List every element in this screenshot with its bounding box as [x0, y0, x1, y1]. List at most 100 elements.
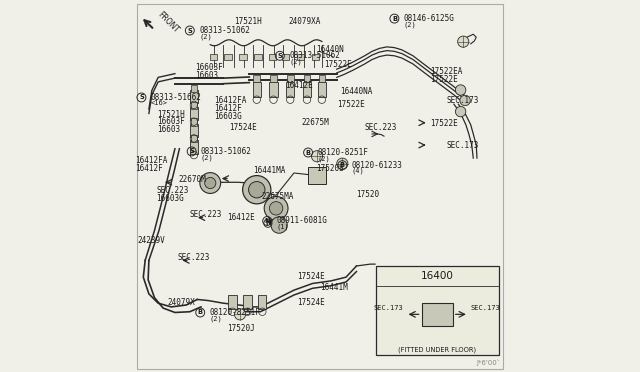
Bar — [253, 75, 260, 82]
Text: 17524E: 17524E — [297, 272, 324, 280]
Circle shape — [337, 158, 348, 169]
Text: 24079XA: 24079XA — [289, 17, 321, 26]
Text: 16603F: 16603F — [195, 63, 222, 72]
Text: 17524E: 17524E — [297, 298, 324, 307]
Text: B: B — [305, 150, 310, 155]
Text: 16603G: 16603G — [214, 112, 242, 121]
Bar — [270, 75, 277, 82]
Bar — [286, 82, 294, 97]
Text: 17520: 17520 — [356, 190, 380, 199]
Text: S: S — [189, 148, 194, 154]
Text: SEC.223: SEC.223 — [178, 253, 211, 262]
Text: 16603G: 16603G — [156, 194, 184, 203]
Text: 16412E: 16412E — [285, 81, 312, 90]
Bar — [190, 90, 198, 103]
Circle shape — [456, 85, 466, 95]
Text: (2): (2) — [289, 58, 302, 65]
Text: B: B — [340, 162, 345, 168]
Bar — [243, 295, 252, 309]
Text: 08120-61233: 08120-61233 — [351, 161, 403, 170]
Text: (2): (2) — [201, 154, 214, 161]
Circle shape — [264, 196, 288, 220]
Bar — [209, 54, 217, 60]
Bar — [190, 124, 198, 137]
Text: 16440N: 16440N — [316, 45, 344, 54]
Text: 08911-6081G: 08911-6081G — [276, 217, 327, 225]
Text: 17524E: 17524E — [229, 124, 257, 132]
Text: (4): (4) — [351, 168, 364, 174]
Bar — [191, 118, 197, 126]
Text: S: S — [188, 28, 192, 33]
Bar — [303, 75, 310, 82]
Text: 17522E: 17522E — [429, 119, 458, 128]
Text: 08313-51062: 08313-51062 — [289, 51, 340, 60]
Circle shape — [269, 202, 283, 215]
Text: 22675M: 22675M — [301, 118, 329, 127]
Text: 17521H: 17521H — [234, 17, 262, 26]
Text: N: N — [265, 220, 271, 226]
Circle shape — [456, 106, 466, 117]
Bar — [225, 54, 232, 60]
Text: B: B — [392, 16, 397, 22]
Text: 16440NA: 16440NA — [340, 87, 373, 96]
Text: 22670M: 22670M — [179, 175, 206, 184]
Bar — [297, 54, 305, 60]
Text: (2): (2) — [209, 315, 222, 322]
Text: <16>: <16> — [151, 100, 168, 106]
Bar — [269, 82, 278, 97]
Text: 08313-51062: 08313-51062 — [201, 147, 252, 156]
Text: 16441MA: 16441MA — [253, 166, 285, 174]
Circle shape — [312, 151, 323, 162]
Text: S: S — [278, 53, 282, 59]
Text: (2): (2) — [199, 33, 212, 40]
Text: 24079X: 24079X — [168, 298, 195, 307]
Bar — [191, 85, 197, 92]
Text: 08313-51662: 08313-51662 — [151, 93, 202, 102]
Bar — [228, 295, 237, 309]
Bar — [253, 82, 261, 97]
Text: SEC.173: SEC.173 — [447, 96, 479, 105]
Bar — [312, 54, 319, 60]
Text: 17520J: 17520J — [227, 324, 255, 333]
Text: S: S — [139, 94, 144, 100]
Text: J*6'00`: J*6'00` — [476, 360, 500, 366]
Text: 22675MA: 22675MA — [261, 192, 294, 201]
Text: SEC.223: SEC.223 — [156, 186, 189, 195]
Text: B: B — [198, 310, 203, 315]
Bar — [190, 140, 198, 154]
Bar — [318, 82, 326, 97]
Circle shape — [271, 217, 287, 233]
Bar — [303, 82, 311, 97]
Text: 08146-6125G: 08146-6125G — [404, 14, 454, 23]
Text: 08120-8251F: 08120-8251F — [317, 148, 368, 157]
Text: 17522E: 17522E — [324, 60, 351, 69]
Bar — [422, 303, 453, 326]
Circle shape — [205, 177, 216, 189]
Bar — [239, 54, 246, 60]
Bar — [191, 102, 197, 109]
Text: SEC.223: SEC.223 — [190, 210, 222, 219]
Text: 17522E: 17522E — [429, 75, 458, 84]
FancyBboxPatch shape — [376, 266, 499, 355]
Text: (FITTED UNDER FLOOR): (FITTED UNDER FLOOR) — [398, 346, 476, 353]
Bar — [254, 54, 262, 60]
Text: 17522EA: 17522EA — [429, 67, 462, 76]
Text: (1): (1) — [276, 224, 289, 230]
Bar — [259, 295, 266, 309]
Text: 16412F: 16412F — [135, 164, 163, 173]
Text: SEC.223: SEC.223 — [365, 124, 397, 132]
Text: 16400: 16400 — [420, 272, 454, 281]
Text: SEC.173: SEC.173 — [374, 305, 404, 311]
Text: 16412FA: 16412FA — [135, 156, 167, 165]
Bar — [269, 54, 276, 60]
Circle shape — [200, 173, 221, 193]
Circle shape — [243, 176, 271, 204]
Text: 08313-51062: 08313-51062 — [199, 26, 250, 35]
Text: 16603F: 16603F — [157, 117, 185, 126]
Bar — [190, 107, 198, 120]
Text: 17520S: 17520S — [316, 164, 344, 173]
Text: SEC.173: SEC.173 — [470, 305, 500, 311]
Text: 17521H: 17521H — [157, 110, 185, 119]
Text: 16603: 16603 — [157, 125, 180, 134]
Bar — [282, 54, 289, 60]
